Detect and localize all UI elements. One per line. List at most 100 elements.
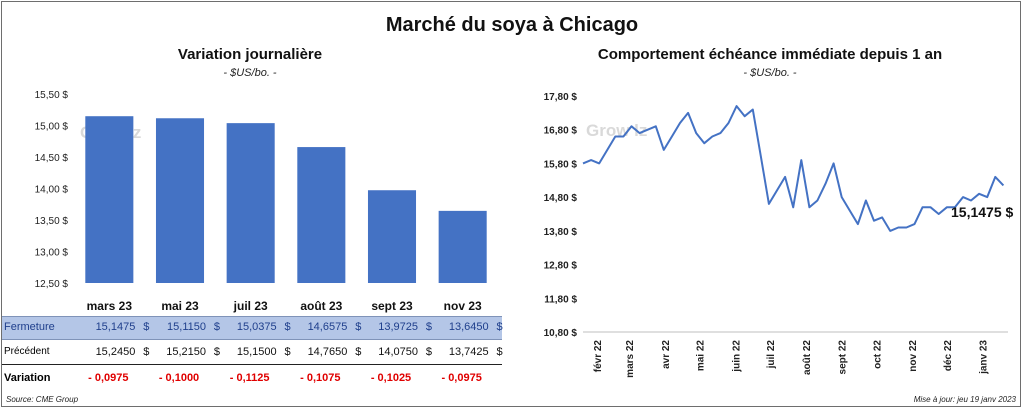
variation-cell: - 0,1025 [350, 372, 432, 386]
line-y-tick-label: 13,80 $ [544, 227, 578, 238]
bar-3 [297, 147, 346, 283]
bar-category-label: mars 23 [87, 299, 133, 313]
precedent-value: 15,1500 [236, 346, 277, 358]
row-label-variation: Variation [4, 372, 51, 384]
line-y-tick-label: 15,80 $ [544, 159, 578, 170]
line-x-tick-label: juil 22 [766, 340, 777, 370]
bar-category-label: août 23 [300, 299, 342, 313]
line-x-tick-label: janv 23 [979, 340, 990, 375]
table-row-variation: Variation - 0,0975 - 0,1000 - 0,1125 - 0,10… [2, 368, 502, 390]
source-note: Source: CME Group [6, 395, 79, 404]
page-title: Marché du soya à Chicago [385, 14, 639, 36]
precedent-value: 14,7650 [307, 346, 348, 358]
currency-symbol: $ [496, 346, 503, 358]
bar-5 [438, 210, 487, 283]
line-x-tick-label: avr 22 [661, 340, 672, 369]
bar-y-tick-label: 14,00 $ [35, 185, 69, 196]
bar-y-tick-label: 13,50 $ [35, 216, 69, 227]
currency-symbol: $ [143, 346, 150, 358]
fermeture-value: 14,6575 [307, 321, 348, 333]
bar-y-tick-label: 12,50 $ [35, 279, 69, 290]
variation-value: - 0,0975 [88, 372, 129, 384]
variation-cell: - 0,1000 [138, 372, 220, 386]
precedent-cell: 13,7425 $ [421, 346, 503, 360]
variation-value: - 0,1025 [370, 372, 412, 384]
update-note: Mise à jour: jeu 19 janv 2023 [913, 395, 1016, 404]
fermeture-cell: 15,1150 $ [138, 321, 220, 335]
precedent-cell: 15,1500 $ [209, 346, 291, 360]
precedent-value: 15,2450 [95, 346, 136, 358]
fermeture-cell: 15,1475 $ [67, 321, 150, 335]
fermeture-cell: 13,6450 $ [421, 321, 503, 335]
variation-value: - 0,1125 [229, 372, 270, 384]
currency-symbol: $ [213, 346, 220, 358]
currency-symbol: $ [496, 321, 503, 333]
bar-y-tick-label: 15,00 $ [35, 122, 69, 133]
last-value-label: 15,1475 $ [951, 204, 1014, 220]
fermeture-cell: 13,9725 $ [350, 321, 432, 335]
row-label-fermeture: Fermeture [4, 321, 55, 333]
line-y-tick-label: 12,80 $ [544, 261, 578, 272]
line-x-tick-label: mars 22 [625, 340, 636, 378]
currency-symbol: $ [284, 346, 291, 358]
precedent-cell: 15,2150 $ [138, 346, 220, 360]
bar-category-label: nov 23 [444, 299, 482, 313]
fermeture-value: 15,1475 [95, 321, 136, 333]
variation-cell: - 0,0975 [421, 372, 503, 386]
bar-y-tick-label: 14,50 $ [35, 153, 69, 164]
variation-cell: - 0,1125 [209, 372, 291, 386]
variation-cell: - 0,1075 [279, 372, 361, 386]
precedent-value: 13,7425 [448, 346, 489, 358]
bar-category-label: mai 23 [161, 299, 199, 313]
fermeture-value: 13,6450 [448, 321, 489, 333]
line-x-tick-label: oct 22 [872, 340, 883, 369]
variation-cell: - 0,0975 [67, 372, 149, 386]
bar-y-tick-label: 15,50 $ [35, 90, 69, 101]
precedent-cell: 15,2450 $ [67, 346, 150, 360]
variation-value: - 0,0975 [441, 372, 482, 384]
fermeture-value: 15,0375 [236, 321, 277, 333]
precedent-value: 14,0750 [378, 346, 418, 358]
line-y-tick-label: 17,80 $ [544, 92, 578, 103]
fermeture-cell: 15,0375 $ [209, 321, 291, 335]
variation-value: - 0,1000 [158, 372, 200, 384]
bar-0 [85, 116, 134, 284]
bar-category-label: sept 23 [371, 299, 413, 313]
line-x-tick-label: nov 22 [908, 340, 919, 372]
bar-chart-subtitle: - $US/bo. - [223, 67, 277, 79]
line-chart-title: Comportement échéance immédiate depuis 1… [597, 46, 943, 63]
precedent-cell: 14,0750 $ [350, 346, 432, 360]
currency-symbol: $ [355, 346, 362, 358]
line-x-tick-label: sept 22 [838, 340, 849, 375]
row-label-precedent: Précédent [4, 346, 50, 357]
line-x-tick-label: déc 22 [943, 340, 954, 372]
bar-chart-title: Variation journalière [177, 46, 323, 63]
line-y-tick-label: 14,80 $ [544, 193, 578, 204]
line-x-tick-label: août 22 [802, 340, 813, 375]
line-chart-subtitle: - $US/bo. - [743, 67, 797, 79]
line-x-tick-label: juin 22 [731, 340, 742, 373]
line-y-tick-label: 10,80 $ [544, 328, 578, 339]
currency-symbol: $ [213, 321, 220, 333]
line-y-tick-label: 16,80 $ [544, 126, 578, 137]
bar-4 [367, 190, 417, 283]
bar-2 [226, 123, 275, 283]
currency-symbol: $ [425, 346, 432, 358]
fermeture-value: 13,9725 [378, 321, 418, 333]
variation-value: - 0,1075 [300, 372, 341, 384]
table-row-fermeture: Fermeture 15,1475 $15,1150 $ 15,0375 $14,657… [2, 316, 503, 340]
bar-category-label: juil 23 [233, 299, 268, 313]
price-series-line [582, 105, 1005, 232]
bar-1 [155, 118, 205, 283]
precedent-cell: 14,7650 $ [279, 346, 362, 360]
precedent-value: 15,2150 [166, 346, 206, 358]
line-x-tick-label: mai 22 [696, 340, 707, 372]
fermeture-cell: 14,6575 $ [279, 321, 362, 335]
line-y-tick-label: 11,80 $ [544, 294, 577, 305]
table-row-precedent: Précédent 15,2450 $15,2150 $15,1500 $14,765… [2, 342, 503, 365]
currency-symbol: $ [355, 321, 362, 333]
currency-symbol: $ [284, 321, 291, 333]
currency-symbol: $ [143, 321, 150, 333]
